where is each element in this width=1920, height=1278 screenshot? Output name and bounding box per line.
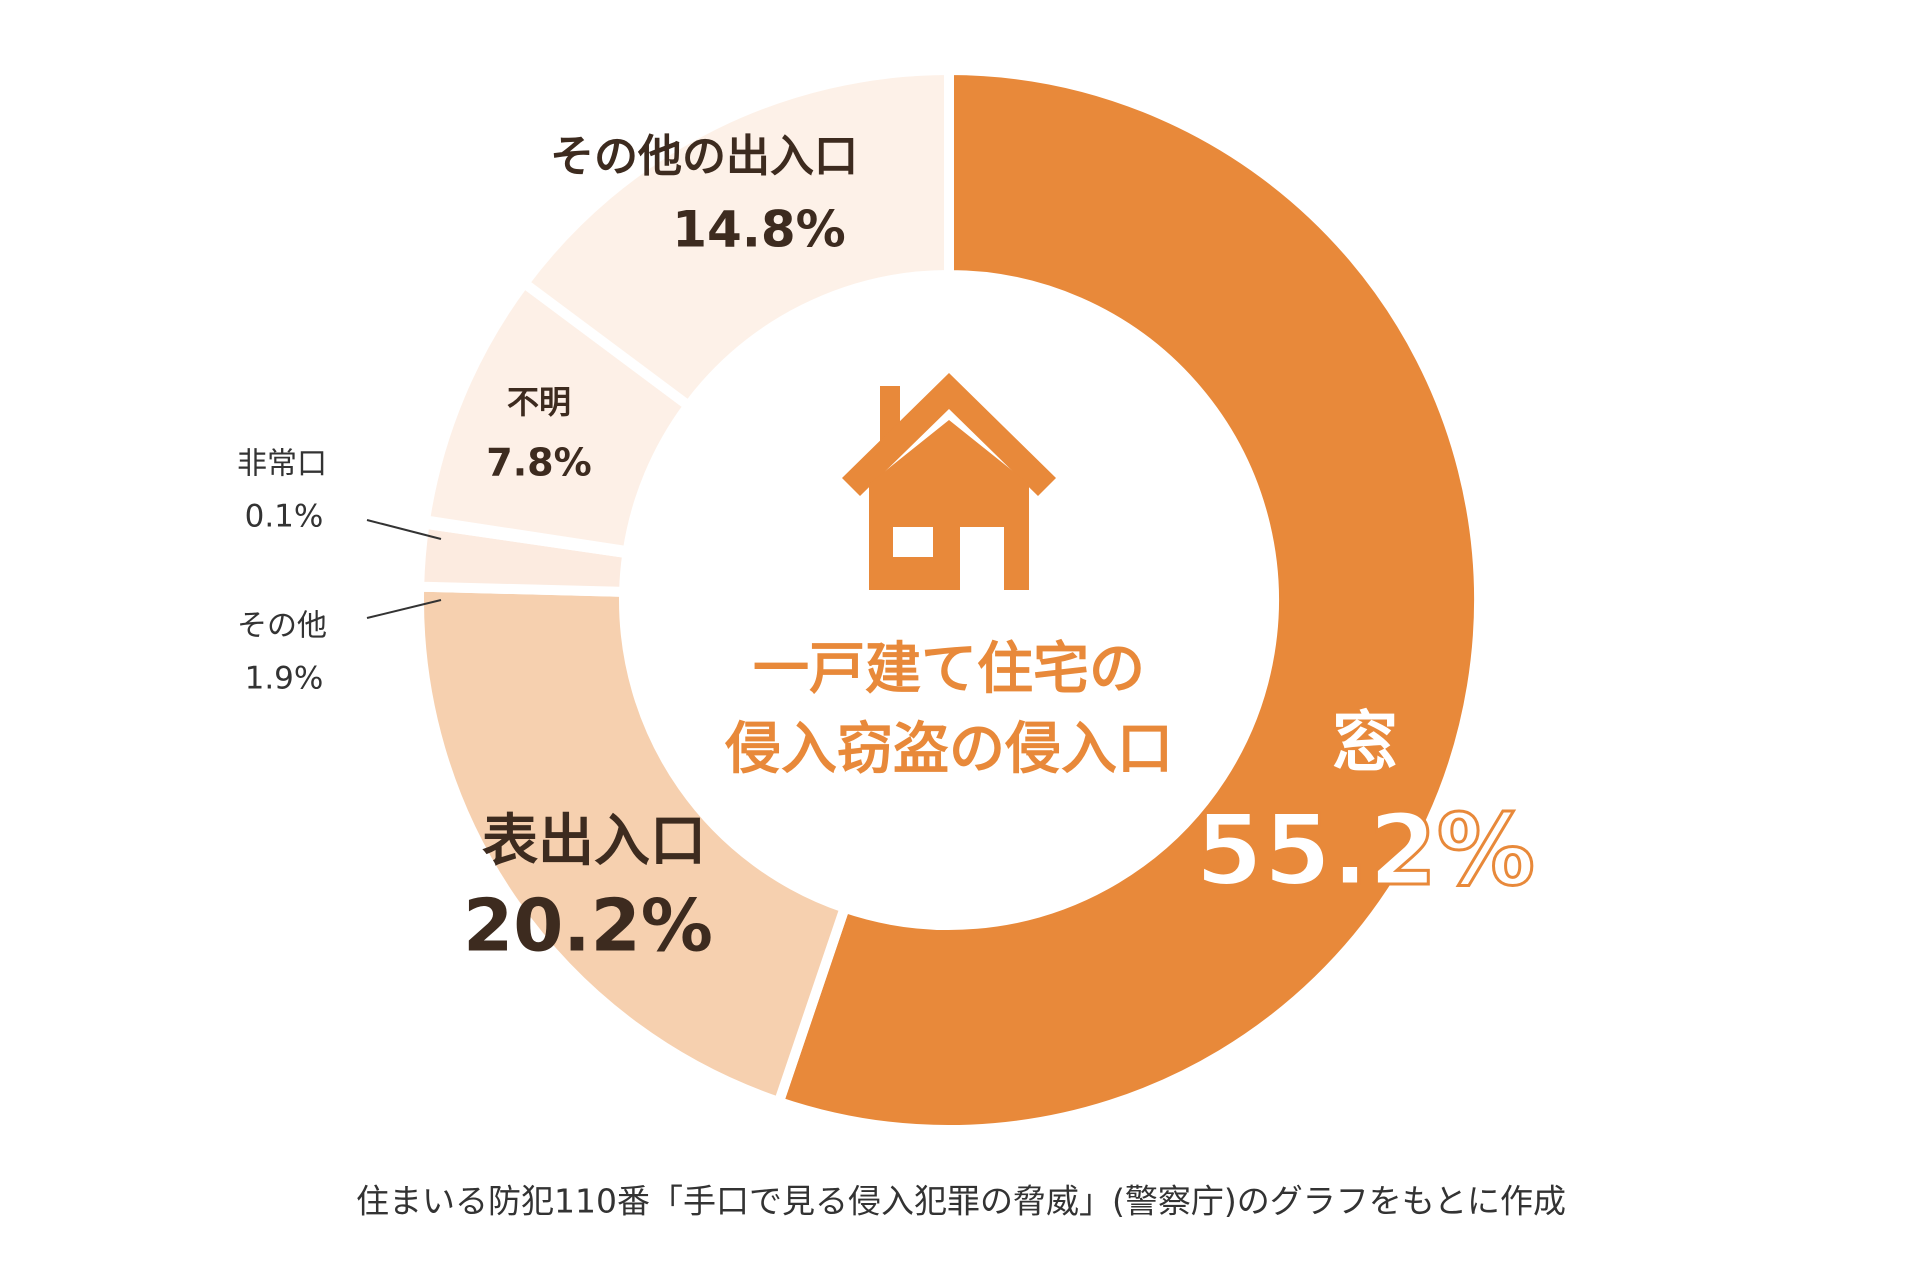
leader-line <box>366 519 442 540</box>
segment-label: 不明 <box>507 383 571 421</box>
house-icon <box>842 373 1056 590</box>
center-title: 侵入窃盗の侵入口 <box>724 717 1173 782</box>
segment-label: 窓 <box>1332 704 1398 781</box>
segment-value: 55.2% <box>1195 794 1535 908</box>
segment-value: 20.2% <box>463 884 713 968</box>
segment-value: 0.1% <box>245 499 324 535</box>
donut-segment <box>414 581 852 1109</box>
leader-line <box>366 599 442 619</box>
segment-value: 1.9% <box>245 661 324 697</box>
source-note: 住まいる防犯110番「手口で見る侵入犯罪の脅威」(警察庁)のグラフをもとに作成 <box>356 1182 1566 1221</box>
segment-value: 7.8% <box>486 441 591 485</box>
segment-label: その他 <box>237 609 327 644</box>
donut-segment <box>517 64 954 413</box>
segment-value: 14.8% <box>672 201 845 259</box>
segment-label: 表出入口 <box>482 809 706 874</box>
segment-label: その他の出入口 <box>550 131 858 182</box>
donut <box>414 64 1484 1135</box>
donut-segment <box>772 64 1484 1135</box>
segment-label: 非常口 <box>237 447 327 482</box>
center-title: 一戸建て住宅の <box>753 637 1145 702</box>
